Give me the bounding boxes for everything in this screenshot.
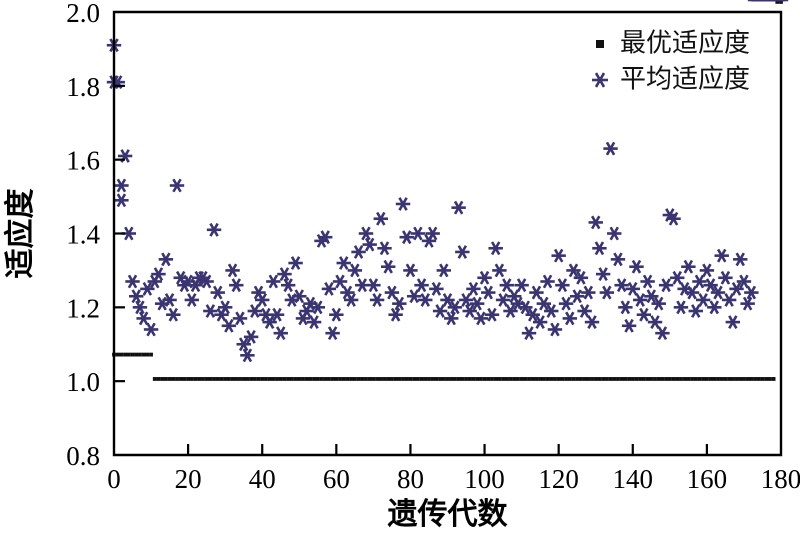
x-tick-label-60: 60 (323, 464, 350, 494)
legend-label: 最优适应度 (620, 29, 750, 59)
x-tick-label-40: 40 (249, 464, 276, 494)
y-tick-label-1.4: 1.4 (66, 220, 100, 250)
y-tick-label-1.8: 1.8 (66, 72, 100, 102)
legend-dot-icon (596, 40, 604, 48)
y-tick-label-1.0: 1.0 (66, 367, 100, 397)
y-tick-label-1.2: 1.2 (66, 293, 100, 323)
legend-item-best-fitness: 最优适应度 (596, 29, 750, 59)
x-tick-label-160: 160 (687, 464, 728, 494)
y-tick-label-0.8: 0.8 (66, 441, 100, 471)
axis-layer (112, 10, 783, 457)
legend-item-average-fitness: 平均适应度 (592, 65, 750, 95)
x-tick-label-140: 140 (613, 464, 654, 494)
series-average-fitness (106, 0, 789, 363)
axis-label-layer: 2.0 1.8 1.6 1.4 1.2 1.0 0.80 20 40 60 80 100 120 140 1… (3, 0, 800, 532)
x-axis-title: 遗传代数 (388, 497, 509, 532)
x-tick-label-120: 120 (538, 464, 579, 494)
y-tick-label-1.6: 1.6 (66, 146, 100, 176)
series-best-fitness (112, 0, 783, 381)
x-tick-label-180: 180 (761, 464, 800, 494)
x-tick-label-0: 0 (107, 464, 121, 494)
x-tick-label-100: 100 (464, 464, 505, 494)
y-tick-label-2.0: 2.0 (66, 0, 100, 28)
y-axis-title: 适应度 (3, 189, 38, 279)
x-tick-label-20: 20 (175, 464, 202, 494)
x-tick-label-80: 80 (397, 464, 424, 494)
legend-asterisk-icon (592, 72, 608, 88)
series-layer (106, 0, 789, 381)
legend-label: 平均适应度 (620, 65, 750, 95)
